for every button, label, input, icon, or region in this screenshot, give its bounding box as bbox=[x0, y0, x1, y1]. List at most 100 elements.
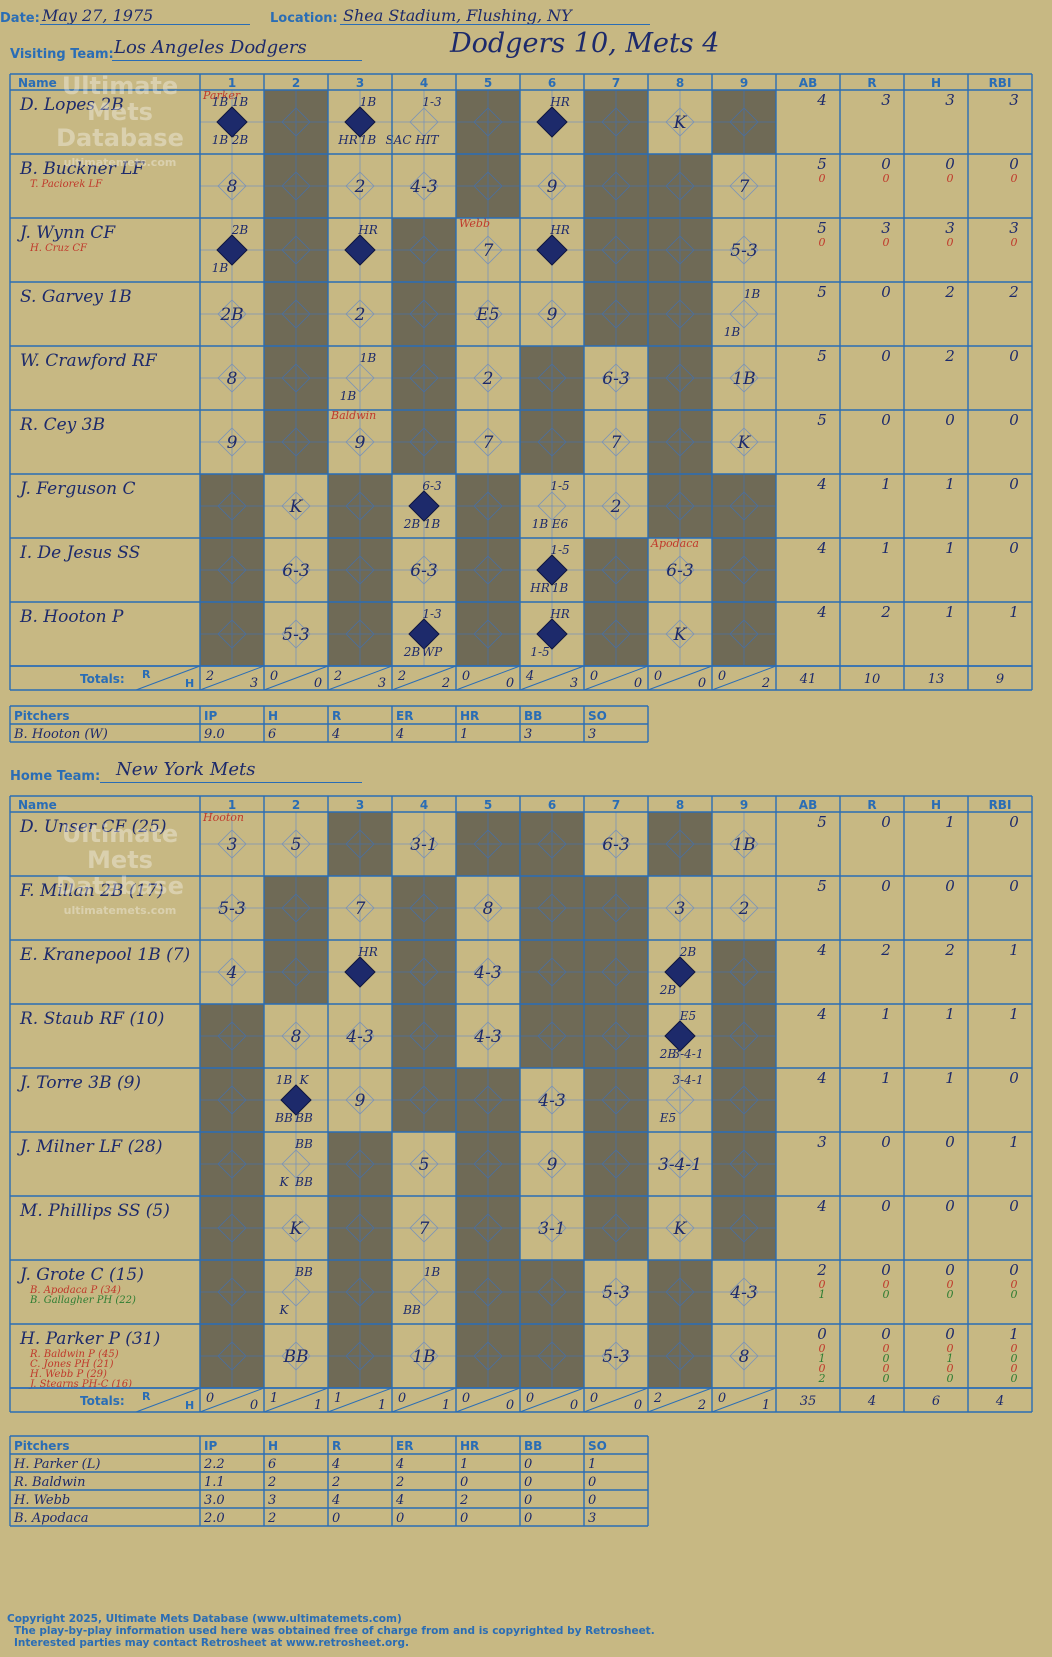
pitcher-column-header: H bbox=[268, 1439, 278, 1453]
player-stat: 5 bbox=[817, 155, 827, 173]
watermark-logo: Ultimate Mets Database ultimatemets.com bbox=[56, 820, 184, 917]
inning-runs: 0 bbox=[462, 669, 470, 684]
inning-hits: 0 bbox=[506, 676, 514, 691]
base-diamond bbox=[537, 1085, 567, 1115]
run-scored-marker bbox=[536, 618, 568, 650]
base-diamond bbox=[601, 299, 631, 329]
base-diamond bbox=[729, 619, 759, 649]
base-diamond bbox=[409, 1149, 439, 1179]
base-diamond bbox=[345, 1341, 375, 1371]
base-diamond bbox=[473, 1085, 503, 1115]
play-note: 1B bbox=[360, 95, 377, 109]
player-stat: 2 bbox=[816, 1261, 827, 1279]
base-diamond bbox=[473, 107, 503, 137]
base-diamond bbox=[601, 491, 631, 521]
base-diamond bbox=[665, 619, 695, 649]
base-diamond bbox=[601, 1277, 631, 1307]
run-scored-marker bbox=[664, 956, 696, 988]
player-name: J. Torre 3B (9) bbox=[17, 1073, 141, 1093]
inning-header: 3 bbox=[356, 76, 364, 90]
inning-hits: 2 bbox=[441, 676, 450, 691]
base-diamond bbox=[217, 171, 247, 201]
player-stat: 0 bbox=[945, 877, 955, 895]
inning-header: 9 bbox=[740, 76, 748, 90]
play-note: BB bbox=[274, 1111, 293, 1125]
play-result: 4-3 bbox=[409, 177, 437, 197]
pitcher-stat: 0 bbox=[524, 1457, 532, 1472]
player-stat: 1 bbox=[945, 539, 955, 557]
inning-hits: 3 bbox=[378, 676, 386, 691]
base-diamond bbox=[281, 893, 311, 923]
visiting-team-label: Visiting Team: bbox=[10, 47, 114, 62]
base-diamond bbox=[409, 829, 439, 859]
player-stat: 3 bbox=[945, 91, 955, 109]
base-diamond bbox=[601, 957, 631, 987]
player-stat: 0 bbox=[1009, 539, 1019, 557]
substitute-name: H. Webb P (29) bbox=[29, 1369, 107, 1380]
pitcher-column-header: ER bbox=[396, 1439, 413, 1453]
player-stat: 0 bbox=[1011, 1372, 1018, 1385]
base-diamond bbox=[281, 1213, 311, 1243]
play-result: 8 bbox=[291, 1027, 302, 1047]
game-location: Shea Stadium, Flushing, NY bbox=[343, 6, 572, 25]
player-stat: 0 bbox=[1009, 877, 1019, 895]
player-stat: 0 bbox=[1011, 1352, 1018, 1365]
pitcher-stat: 2 bbox=[267, 1475, 276, 1490]
inning-hits: 2 bbox=[697, 1398, 706, 1413]
base-diamond bbox=[345, 893, 375, 923]
inning-hits: 1 bbox=[762, 1398, 770, 1413]
base-diamond bbox=[409, 957, 439, 987]
inning-header: 7 bbox=[612, 798, 620, 812]
base-diamond bbox=[409, 1213, 439, 1243]
play-result: 7 bbox=[611, 433, 622, 453]
pitcher-column-header: R bbox=[332, 1439, 341, 1453]
inning-hits: 1 bbox=[378, 1398, 386, 1413]
totals-label: Totals: bbox=[80, 672, 125, 686]
player-name: W. Crawford RF bbox=[20, 351, 158, 371]
base-diamond bbox=[345, 1277, 375, 1307]
base-diamond bbox=[281, 1021, 311, 1051]
base-diamond bbox=[601, 107, 631, 137]
inning-runs: 0 bbox=[718, 669, 726, 684]
player-stat: 0 bbox=[947, 1288, 954, 1301]
base-diamond bbox=[473, 619, 503, 649]
runs-label: R bbox=[142, 1390, 151, 1403]
base-diamond bbox=[473, 1213, 503, 1243]
play-note: 1B bbox=[232, 95, 249, 109]
player-name: B. Buckner LF bbox=[19, 159, 145, 179]
player-stat: 0 bbox=[881, 1197, 891, 1215]
player-stat: 0 bbox=[945, 1325, 955, 1343]
base-diamond bbox=[345, 1149, 375, 1179]
base-diamond bbox=[409, 235, 439, 265]
player-stat: 1 bbox=[819, 1288, 826, 1301]
base-diamond bbox=[345, 555, 375, 585]
base-diamond bbox=[473, 171, 503, 201]
location-label: Location: bbox=[270, 11, 338, 26]
player-stat: 5 bbox=[817, 813, 827, 831]
player-stat: 5 bbox=[817, 283, 827, 301]
player-stat: 1 bbox=[945, 603, 955, 621]
player-stat: 0 bbox=[947, 236, 954, 249]
player-stat: 0 bbox=[1009, 1197, 1019, 1215]
stat-header: H bbox=[931, 798, 941, 812]
base-diamond bbox=[601, 1149, 631, 1179]
base-diamond bbox=[537, 829, 567, 859]
inning-header: 8 bbox=[676, 76, 684, 90]
pitcher-stat: 3.0 bbox=[204, 1493, 225, 1508]
rh-divider bbox=[327, 665, 393, 691]
run-scored-marker bbox=[536, 106, 568, 138]
play-result: 2 bbox=[354, 305, 366, 325]
base-diamond bbox=[665, 299, 695, 329]
base-diamond bbox=[665, 427, 695, 457]
base-diamond bbox=[345, 619, 375, 649]
player-stat: 0 bbox=[1009, 1261, 1019, 1279]
play-note: 2B bbox=[231, 223, 249, 237]
base-diamond bbox=[601, 1341, 631, 1371]
play-note: 1B bbox=[212, 95, 229, 109]
run-scored-marker bbox=[344, 106, 376, 138]
play-result: 7 bbox=[355, 899, 366, 919]
pitcher-column-header: IP bbox=[204, 1439, 217, 1453]
play-result: 5-3 bbox=[602, 1347, 629, 1367]
player-stat: 4 bbox=[816, 539, 827, 557]
